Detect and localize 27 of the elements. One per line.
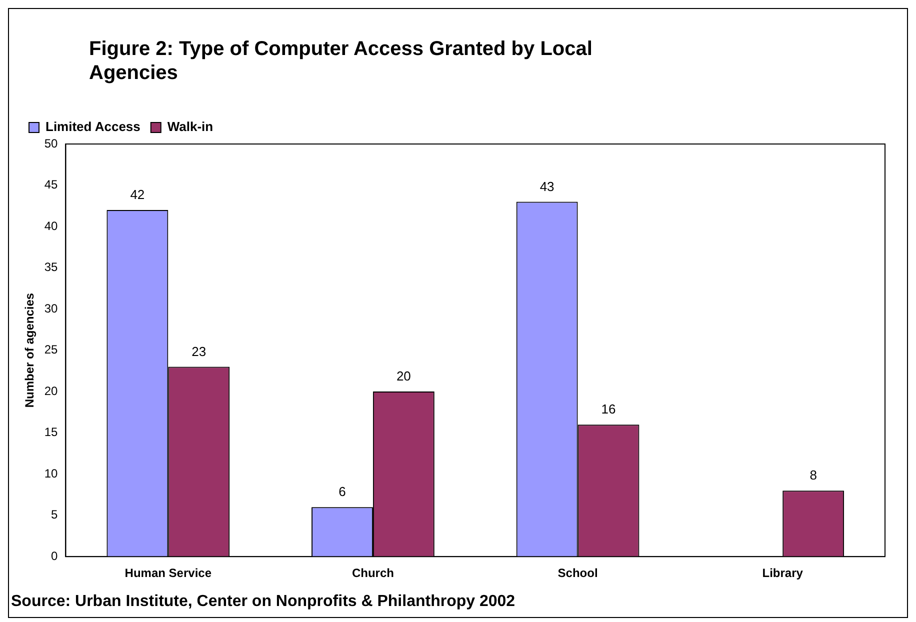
y-tick-label: 40: [44, 218, 58, 233]
data-label: 23: [192, 344, 206, 359]
data-label: 43: [540, 178, 554, 194]
y-tick-label: 35: [44, 260, 58, 274]
source-note: Source: Urban Institute, Center on Nonprofits & Philanthropy 2002: [10, 592, 516, 612]
data-label: 16: [601, 402, 616, 417]
data-label: 6: [338, 484, 346, 500]
y-tick-label: 0: [51, 548, 58, 563]
y-tick-label: 5: [51, 508, 58, 522]
legend-label: Walk-in: [167, 119, 214, 134]
y-tick-label: 15: [44, 425, 58, 440]
y-tick-label: 20: [44, 384, 58, 398]
data-label: 20: [396, 368, 411, 384]
x-tick-label: Human Service: [124, 566, 212, 580]
y-axis-title: Number of agencies: [22, 292, 37, 408]
y-tick-label: 25: [44, 342, 58, 357]
x-tick-label: School: [558, 566, 598, 580]
x-tick-label: Church: [352, 566, 394, 580]
x-tick-label: Library: [762, 566, 804, 580]
legend-label: Limited Access: [46, 119, 140, 134]
data-label: 8: [810, 468, 817, 483]
y-tick-label: 50: [44, 136, 58, 150]
y-tick-label: 45: [44, 178, 58, 192]
chart-title: Figure 2: Type of Computer Access Granted by Local Agencies: [88, 37, 594, 85]
y-tick-label: 10: [44, 466, 58, 480]
data-label: 42: [130, 187, 145, 202]
y-tick-label: 30: [44, 301, 58, 316]
